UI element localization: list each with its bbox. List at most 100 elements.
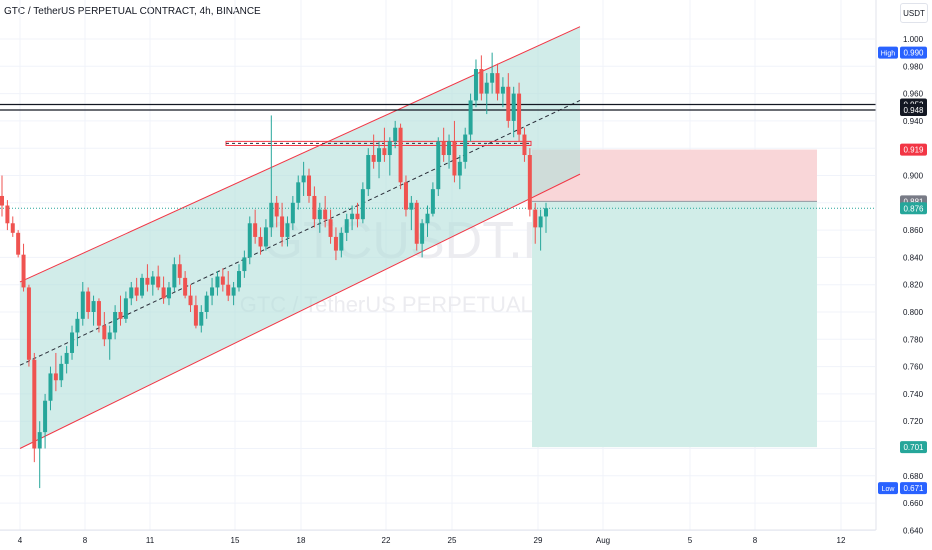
trend-channel [19, 26, 581, 449]
candle-body [236, 271, 241, 288]
candle-body [441, 141, 446, 156]
candle-body [495, 73, 500, 94]
price-label-bg [900, 202, 927, 215]
candle-body [479, 69, 484, 94]
candle-body [16, 232, 21, 255]
marker-high-value-bg [900, 46, 927, 59]
x-tick-label: 8 [83, 536, 88, 545]
y-tick-label: 0.660 [903, 499, 924, 508]
candle-body [150, 276, 155, 285]
time-axis: 4 8 11 15 18 22 25 29 Aug 5 8 12 [0, 529, 876, 545]
candle-body [387, 141, 392, 156]
channel-mid-line [19, 99, 581, 366]
marker-high-value: 0.990 [903, 49, 924, 58]
channel-fill [20, 26, 580, 449]
candle-body [538, 216, 543, 228]
y-tick-label: 0.680 [903, 472, 924, 481]
price-axis: 1.0000.9800.9600.9400.9200.9000.8800.860… [875, 0, 924, 535]
candle-body [177, 264, 182, 278]
candle-body [183, 277, 188, 296]
candle-body [447, 141, 452, 156]
candle-body [409, 202, 414, 210]
candle-body [118, 312, 123, 319]
candle-body [360, 189, 365, 220]
candle-body [328, 219, 333, 237]
x-tick-label: Aug [596, 536, 610, 545]
candle-body [468, 100, 473, 135]
price-label-bg [900, 441, 927, 454]
candle-body [113, 312, 118, 333]
marker-high-label: High [881, 51, 896, 58]
y-tick-label: 0.980 [903, 62, 924, 71]
x-tick-label: 18 [297, 536, 306, 545]
y-tick-label: 0.840 [903, 253, 924, 262]
x-tick-label: 12 [837, 536, 846, 545]
candle-body [533, 209, 538, 228]
candle-body [269, 202, 274, 228]
candle-body [134, 287, 139, 296]
candle-body [522, 134, 527, 156]
candle-body [263, 227, 268, 247]
candle-body [26, 287, 31, 360]
candle-body [242, 257, 247, 272]
candle-body [452, 141, 457, 176]
candle-body [420, 223, 425, 244]
candle-body [220, 276, 225, 285]
candle-body [382, 148, 387, 156]
candle-body [10, 223, 15, 233]
candle-body [350, 213, 355, 220]
candle-body [371, 155, 376, 162]
candle-body [506, 86, 511, 121]
candle-body [339, 232, 344, 251]
candle-body [21, 254, 26, 288]
candle-body [403, 182, 408, 210]
candle-body [32, 359, 37, 449]
y-tick-label: 0.940 [903, 117, 924, 126]
x-tick-label: 8 [753, 536, 758, 545]
candle-body [301, 175, 306, 183]
candle-body [333, 236, 338, 251]
candle-body [317, 209, 322, 220]
price-label-text: 0.948 [903, 106, 924, 115]
y-tick-label: 0.640 [903, 526, 924, 535]
candle-body [59, 363, 64, 381]
candle-body [172, 264, 177, 288]
candle-body [140, 277, 145, 296]
y-tick-label: 0.800 [903, 308, 924, 317]
candle-body [398, 127, 403, 183]
price-labels: 0.9520.9480.9190.8810.8760.701High0.990L… [878, 46, 927, 495]
candle-body [161, 287, 166, 299]
candle-body [193, 305, 198, 326]
marker-high-bg [878, 46, 898, 59]
candle-body [64, 352, 69, 364]
candle-body [463, 134, 468, 162]
candle-body [5, 205, 10, 224]
x-tick-label: 5 [688, 536, 693, 545]
marker-low-label: Low [882, 486, 896, 493]
candle-body [80, 291, 85, 319]
price-label-bg [900, 103, 927, 116]
candle-body [96, 301, 101, 326]
candle-body [414, 202, 419, 244]
candle-body [145, 277, 150, 285]
x-tick-label: 15 [231, 536, 240, 545]
currency-unit-button[interactable]: USDT [900, 3, 928, 23]
candle-body [70, 332, 75, 353]
x-tick-label: 4 [18, 536, 23, 545]
candle-body [473, 69, 478, 101]
candle-body [290, 202, 295, 224]
candle-body [231, 287, 236, 296]
y-tick-label: 0.720 [903, 417, 924, 426]
price-label-text: 0.876 [903, 204, 924, 213]
y-tick-label: 0.740 [903, 390, 924, 399]
candle-body [210, 287, 215, 296]
candle-body [215, 276, 220, 288]
candle-body [307, 175, 312, 196]
candle-body [258, 236, 263, 247]
candle-body [226, 284, 231, 296]
marker-low-value: 0.671 [903, 484, 924, 493]
price-label-text: 0.919 [903, 146, 924, 155]
x-tick-label: 11 [146, 536, 155, 545]
y-tick-label: 0.820 [903, 281, 924, 290]
